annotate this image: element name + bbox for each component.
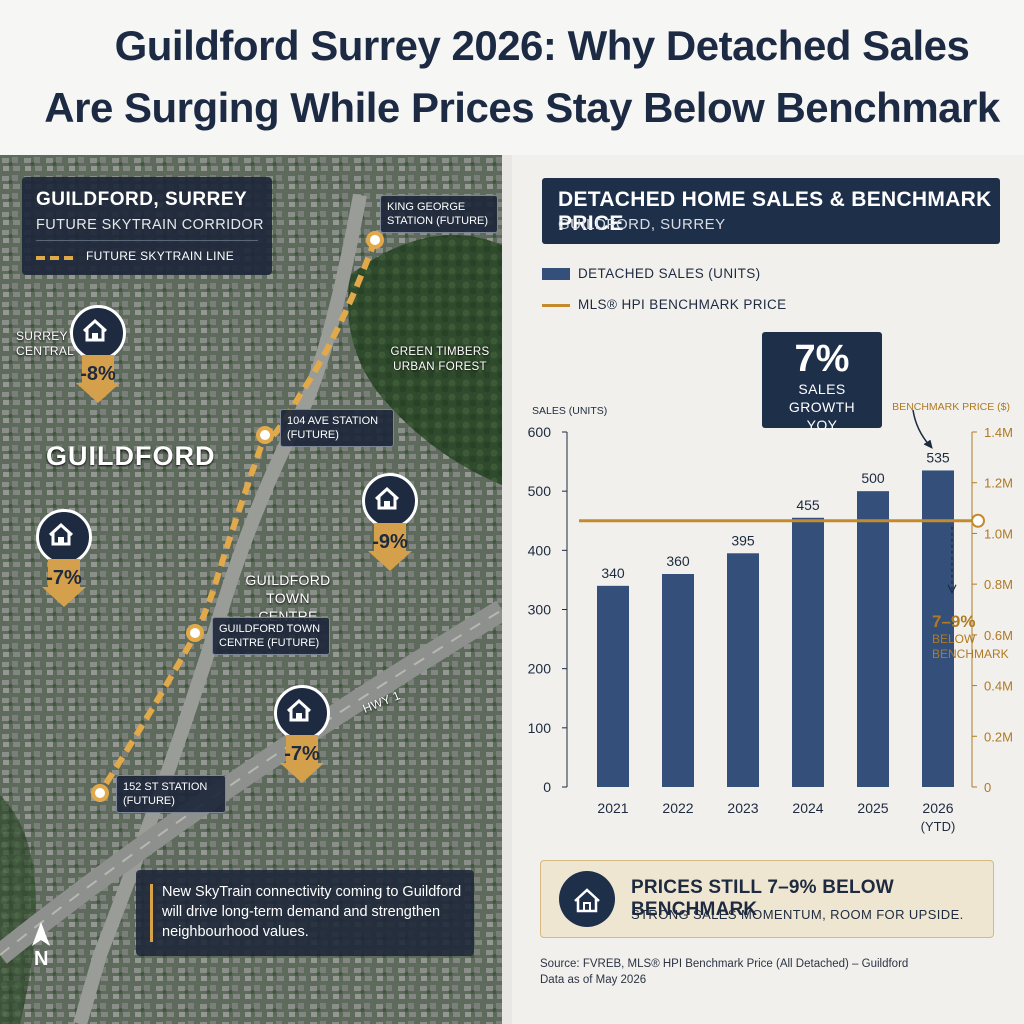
bar-2021	[597, 585, 629, 787]
station-label-104-ave: 104 AVE STATION (FUTURE)	[280, 409, 394, 447]
legend-sales-label: DETACHED SALES (UNITS)	[578, 266, 761, 281]
summary-title: PRICES STILL 7–9% BELOW BENCHMARK	[631, 877, 894, 920]
bar-value-label: 340	[601, 565, 625, 581]
y2-tick-label: 0	[984, 780, 991, 795]
header: Guildford Surrey 2026: Why Detached Sale…	[0, 0, 1024, 156]
station-label-king-george: KING GEORGE STATION (FUTURE)	[380, 195, 498, 233]
source-note: Source: FVREB, MLS® HPI Benchmark Price …	[540, 956, 908, 988]
house-icon	[559, 871, 615, 927]
growth-pointer-head	[923, 439, 933, 449]
bar-2023	[727, 553, 759, 787]
label-green-timbers: GREEN TIMBERS URBAN FOREST	[390, 346, 490, 373]
pin-pct: -7%	[46, 567, 82, 589]
y2-tick-label: 1.4M	[984, 425, 1013, 440]
house-icon	[362, 473, 418, 529]
summary-subtitle: STRONG SALES MOMENTUM, ROOM FOR UPSIDE.	[631, 907, 964, 922]
source-line1: Source: FVREB, MLS® HPI Benchmark Price …	[540, 958, 909, 970]
y2-tick-label: 1.0M	[984, 526, 1013, 541]
bar-value-label: 535	[926, 449, 950, 465]
bar-2025	[857, 491, 889, 787]
north-arrow-icon: N	[30, 922, 52, 974]
station-markers	[91, 231, 384, 802]
bar-2024	[792, 517, 824, 787]
bar-value-label: 500	[861, 470, 885, 486]
sales-chart: SALES (UNITS) BENCHMARK PRICE ($) 0 100 20…	[528, 401, 1013, 834]
below-benchmark-annotation: 7–9% BELOW BENCHMARK	[932, 612, 1009, 662]
x-tick-sublabel: (YTD)	[921, 819, 956, 834]
label-surrey-central: SURREY CENTRAL	[16, 329, 75, 358]
y2-tick-label: 0.4M	[984, 679, 1013, 694]
x-tick-label: 2024	[792, 800, 823, 816]
bar-2022	[662, 574, 694, 787]
growth-callout: 7% SALES GROWTH YOY	[762, 332, 882, 433]
x-tick-label: 2026	[922, 800, 953, 816]
bar-value-label: 455	[796, 497, 820, 513]
pin-pct: -9%	[372, 531, 408, 553]
y-tick-label: 500	[528, 483, 552, 499]
y2-tick-label: 0.8M	[984, 577, 1013, 592]
y-tick-label: 0	[543, 779, 551, 795]
skytrain-callout: New SkyTrain connectivity coming to Guil…	[136, 870, 474, 956]
pin-pct: -8%	[80, 363, 116, 385]
page-title-line2: Are Surging While Prices Stay Below Benc…	[44, 84, 1000, 131]
page-title-line1: Guildford Surrey 2026: Why Detached Sale…	[114, 22, 970, 69]
y-axis-title: SALES (UNITS)	[532, 405, 607, 417]
y-tick-label: 400	[528, 542, 552, 558]
legend-price-swatch	[542, 304, 570, 307]
map-panel: GUILDFORD, SURREY FUTURE SKYTRAIN CORRID…	[0, 155, 502, 1024]
x-tick-label: 2022	[662, 800, 693, 816]
price-pin-surrey-central: -8%	[70, 305, 126, 403]
skytrain-legend-swatch	[36, 256, 78, 260]
below-label1: BELOW	[932, 632, 976, 646]
chart-title-box: DETACHED HOME SALES & BENCHMARK PRICE GU…	[542, 178, 1000, 244]
growth-label: SALES GROWTH YOY	[788, 381, 856, 433]
below-pct: 7–9%	[932, 612, 976, 631]
y2-tick-label: 0.2M	[984, 729, 1013, 744]
y-tick-label: 100	[528, 720, 552, 736]
summary-box: PRICES STILL 7–9% BELOW BENCHMARK STRONG…	[540, 860, 994, 938]
growth-value: 7%	[794, 338, 850, 380]
label-guildford: GUILDFORD	[46, 441, 216, 471]
station-label-152-st: 152 ST STATION (FUTURE)	[116, 775, 226, 813]
house-icon	[36, 509, 92, 565]
y-tick-label: 200	[528, 661, 552, 677]
source-line2: Data as of May 2026	[540, 974, 647, 986]
y-tick-label: 300	[528, 602, 552, 618]
bar-value-label: 395	[731, 532, 755, 548]
map-info-box: GUILDFORD, SURREY FUTURE SKYTRAIN CORRID…	[22, 177, 272, 275]
price-pin-south: -7%	[274, 685, 330, 783]
price-pin-west: -7%	[36, 509, 92, 607]
below-label2: BENCHMARK	[932, 647, 1009, 661]
y2-tick-label: 0.6M	[984, 628, 1013, 643]
skytrain-legend-label: FUTURE SKYTRAIN LINE	[86, 249, 235, 263]
bar-value-label: 360	[666, 553, 690, 569]
y2-axis-title: BENCHMARK PRICE ($)	[892, 401, 1010, 413]
panel-divider	[502, 155, 512, 1024]
x-tick-label: 2021	[597, 800, 628, 816]
chart-subtitle: GUILDFORD, SURREY	[558, 216, 726, 233]
house-icon	[274, 685, 330, 741]
price-pin-east: -9%	[362, 473, 418, 571]
bar-2026	[922, 470, 954, 787]
label-town-centre: GUILDFORD TOWN CENTRE	[245, 572, 331, 624]
map-box-title: GUILDFORD, SURREY	[36, 189, 248, 210]
benchmark-price-marker	[971, 513, 985, 528]
house-icon	[70, 305, 126, 361]
map-box-subtitle: FUTURE SKYTRAIN CORRIDOR	[36, 217, 264, 233]
arrow-head	[947, 584, 957, 595]
compass-label: N	[34, 948, 49, 970]
station-label-town-centre: GUILDFORD TOWN CENTRE (FUTURE)	[212, 617, 330, 655]
pin-pct: -7%	[284, 743, 320, 765]
x-tick-label: 2025	[857, 800, 888, 816]
x-tick-label: 2023	[727, 800, 758, 816]
legend-price-label: MLS® HPI BENCHMARK PRICE	[578, 297, 787, 312]
y-tick-label: 600	[528, 424, 552, 440]
growth-pointer	[912, 409, 931, 447]
chart-title: DETACHED HOME SALES & BENCHMARK PRICE	[558, 188, 992, 235]
legend-sales-swatch	[542, 268, 570, 280]
callout-text: New SkyTrain connectivity coming to Guil…	[162, 884, 462, 940]
y2-tick-label: 1.2M	[984, 476, 1013, 491]
